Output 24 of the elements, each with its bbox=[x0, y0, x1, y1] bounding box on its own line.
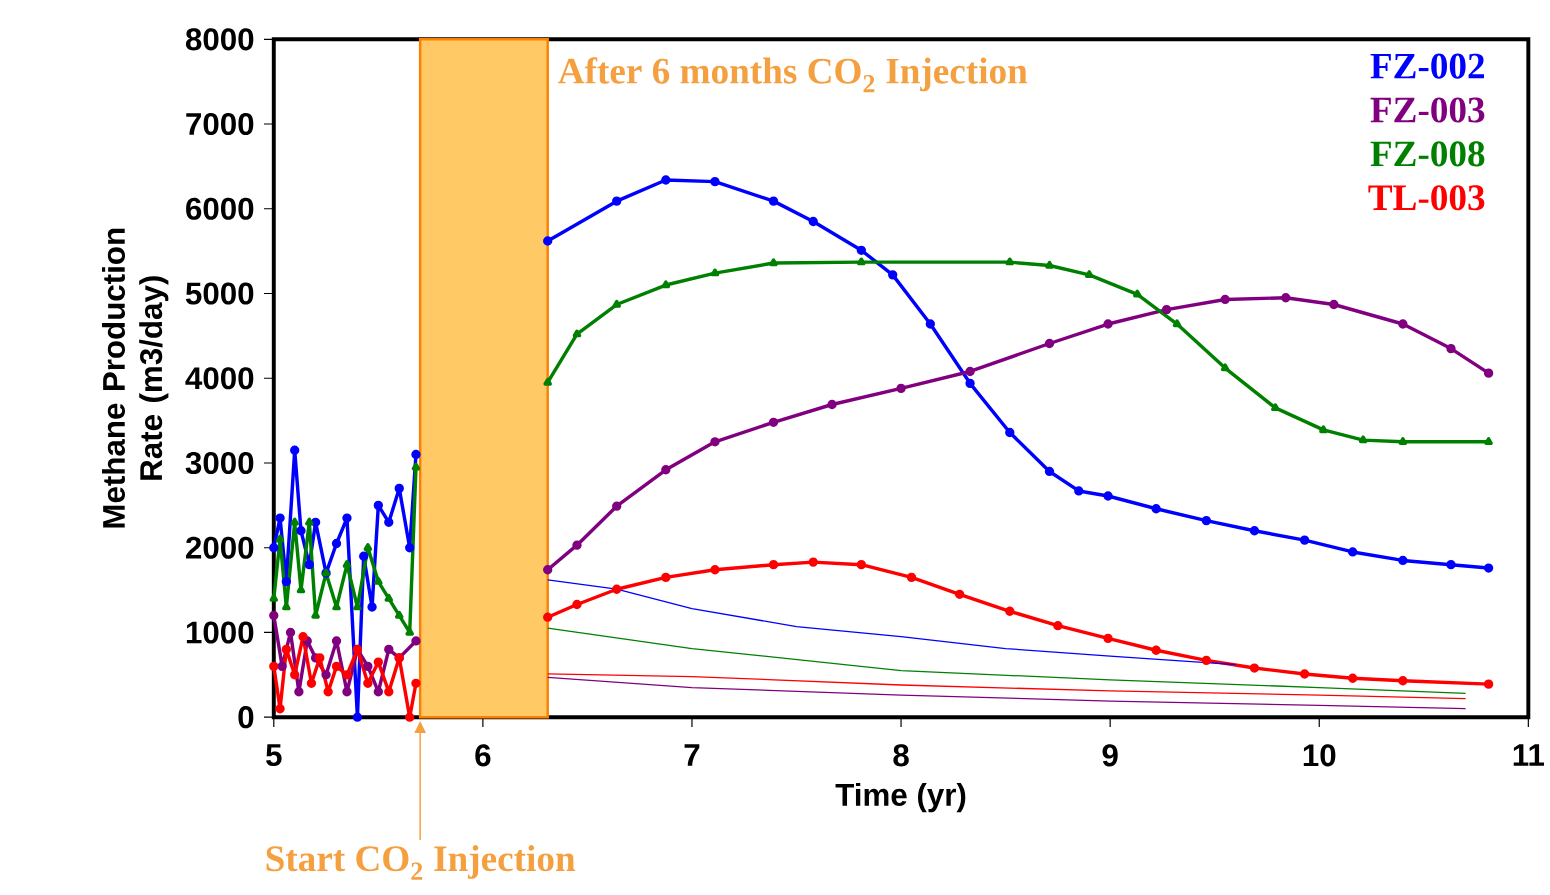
text: FZ-002 bbox=[1370, 53, 1485, 79]
y-tick-label: 0 bbox=[238, 706, 254, 729]
x-tick-label: 8 bbox=[893, 744, 909, 767]
x-axis-title: Time (yr) bbox=[835, 782, 966, 813]
y-tick-label: 8000 bbox=[185, 28, 254, 51]
text: FZ-008 bbox=[1370, 141, 1485, 167]
y-tick-label: 1000 bbox=[186, 621, 254, 644]
x-tick-label: 10 bbox=[1303, 744, 1336, 767]
y-tick-label: 5000 bbox=[185, 282, 254, 305]
y-tick-label: 4000 bbox=[185, 367, 254, 390]
y-tick-label: 6000 bbox=[186, 197, 254, 220]
x-tick-label: 11 bbox=[1513, 744, 1545, 766]
y-tick-label: 3000 bbox=[185, 451, 254, 475]
text: Start CO$_{2}$ Injection bbox=[266, 845, 576, 880]
x-tick-label: 7 bbox=[684, 744, 700, 766]
y-tick-label: 2000 bbox=[186, 536, 254, 559]
band-label: After 6 months CO$_{2}$ Injection bbox=[558, 57, 1028, 93]
x-tick-label: 9 bbox=[1102, 744, 1118, 767]
x-tick-label: 5 bbox=[266, 744, 282, 767]
text: TL-003 bbox=[1368, 185, 1485, 211]
x-tick-label: 6 bbox=[475, 744, 491, 767]
y-tick-label: 7000 bbox=[186, 112, 254, 136]
y-axis-title: Methane Production Rate (m3/day) bbox=[102, 228, 169, 528]
text: FZ-003 bbox=[1370, 97, 1485, 123]
